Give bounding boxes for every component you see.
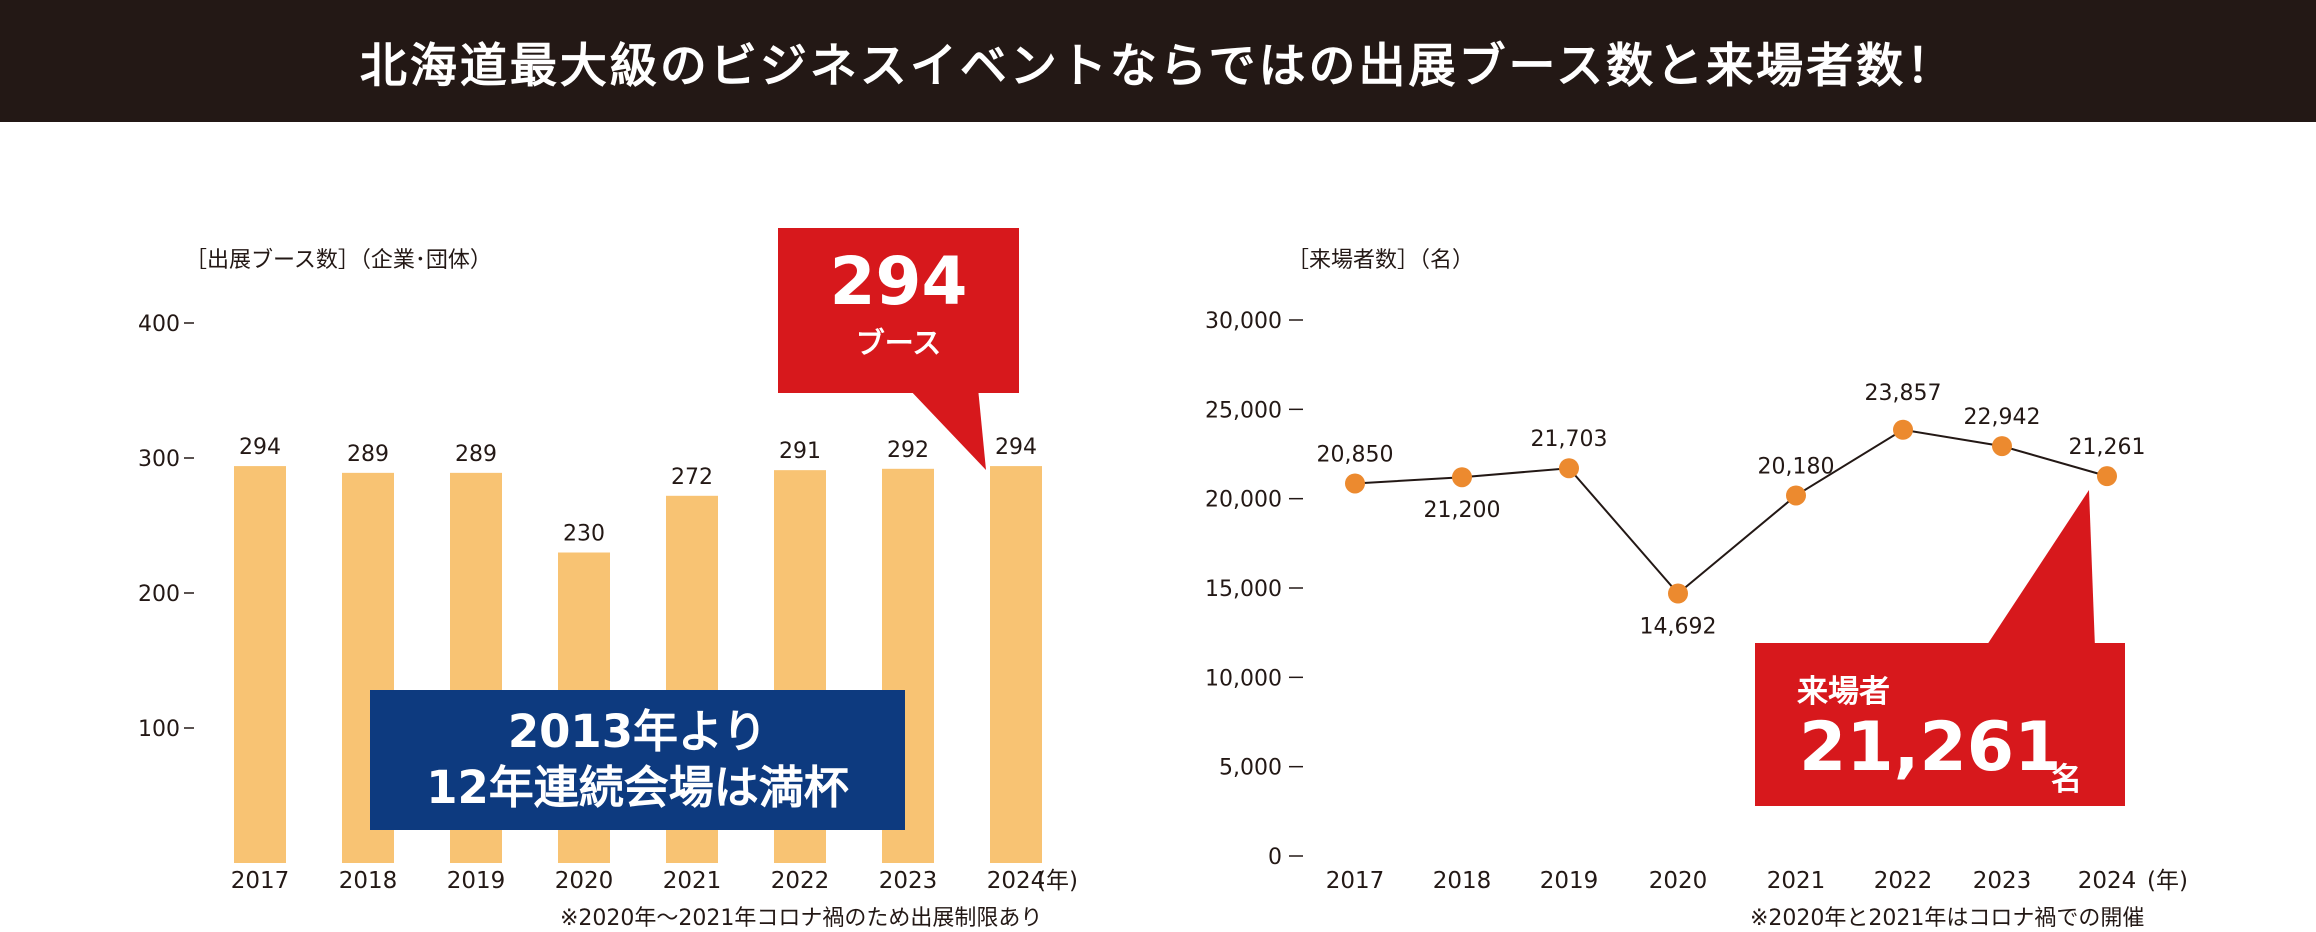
line-x-tick-label: 2024 (2078, 868, 2137, 894)
line-data-point (1345, 473, 1365, 494)
bar-value-label: 292 (887, 438, 929, 463)
line-chart-note: ※2020年と2021年はコロナ禍での開催 (1750, 906, 2145, 931)
line-series-path (1354, 428, 2108, 595)
visitor-callout-label: 来場者 (1797, 674, 1890, 710)
line-chart-ylabel: ［来場者数］（名） (1287, 248, 1474, 273)
line-chart-series: 20,850 21,200 21,703 14,692 20,180 23,857 22,9… (1317, 381, 2146, 640)
line-value-label: 20,180 (1758, 454, 1835, 479)
line-x-tick-label: 2019 (1540, 868, 1599, 894)
bar-x-tick-label: 2022 (771, 868, 830, 894)
line-x-tick-label: 2022 (1874, 868, 1933, 894)
line-ytick-label: 20,000 (1205, 488, 1282, 513)
bar (234, 466, 286, 863)
line-chart-y-axis: 0 5,000 10,000 15,000 20,000 25,000 30,000 (1205, 309, 1303, 870)
visitor-count-line-chart: ［来場者数］（名） 0 5,000 10,000 15,000 20,000 25,000… (1205, 248, 2188, 894)
visitor-callout-shape (1755, 490, 2125, 806)
bar-value-label: 289 (347, 442, 389, 467)
line-ytick-label: 5,000 (1219, 756, 1282, 781)
bar-ytick-label: 100 (138, 717, 180, 742)
bar-x-tick-label: 2021 (663, 868, 722, 894)
line-value-label: 21,200 (1424, 498, 1501, 523)
line-value-label: 21,703 (1531, 427, 1608, 452)
line-value-label: 14,692 (1640, 615, 1717, 640)
line-data-point (1893, 419, 1913, 440)
line-data-point (1786, 485, 1806, 506)
booth-callout-value: 294 (829, 243, 968, 320)
visitor-callout-value: 21,261 (1799, 708, 2062, 787)
bar-value-label: 272 (671, 465, 713, 490)
page-title: 北海道最大級のビジネスイベントならではの出展ブース数と来場者数！ (359, 38, 1957, 94)
line-value-label: 22,942 (1964, 405, 2041, 430)
bar-value-label: 289 (455, 442, 497, 467)
bar-chart-y-axis: 100 200 300 400 (138, 312, 194, 742)
line-ytick-label: 15,000 (1205, 577, 1282, 602)
bar-value-label: 294 (239, 435, 281, 460)
bar-chart-x-axis: 2017 2018 2019 2020 2021 2022 2023 2024 (231, 868, 1046, 894)
booth-callout-shape (778, 228, 1019, 470)
line-value-label: 21,261 (2069, 435, 2146, 460)
bar-value-label: 294 (995, 435, 1037, 460)
line-data-point (1992, 436, 2012, 457)
line-ytick-label: 25,000 (1205, 398, 1282, 423)
line-ytick-label: 0 (1268, 845, 1282, 870)
full-venue-banner: 2013年より 12年連続会場は満杯 (370, 690, 905, 830)
line-x-tick-label: 2021 (1767, 868, 1826, 894)
bar-ytick-label: 300 (138, 447, 180, 472)
line-x-tick-label: 2023 (1973, 868, 2032, 894)
line-value-label: 23,857 (1865, 381, 1942, 406)
bar-x-tick-label: 2017 (231, 868, 290, 894)
bar-x-tick-label: 2019 (447, 868, 506, 894)
bar-ytick-label: 400 (138, 312, 180, 337)
header-banner: 北海道最大級のビジネスイベントならではの出展ブース数と来場者数！ (0, 0, 2316, 122)
line-ytick-label: 10,000 (1205, 666, 1282, 691)
line-x-tick-label: 2018 (1433, 868, 1492, 894)
bar-ytick-label: 200 (138, 582, 180, 607)
bar-x-tick-label: 2024 (987, 868, 1046, 894)
line-data-point (1452, 467, 1472, 488)
bar-chart-note: ※2020年〜2021年コロナ禍のため出展制限あり (560, 906, 1043, 931)
bar-value-label: 230 (563, 522, 605, 547)
full-venue-line-2: 12年連続会場は満杯 (426, 761, 849, 814)
bar-x-tick-label: 2020 (555, 868, 614, 894)
line-data-point (2097, 466, 2117, 487)
line-chart-x-unit: (年) (2147, 868, 2188, 894)
bar-x-tick-label: 2023 (879, 868, 938, 894)
booth-callout-unit: ブース (855, 326, 942, 360)
line-ytick-label: 30,000 (1205, 309, 1282, 334)
line-x-tick-label: 2020 (1649, 868, 1708, 894)
full-venue-line-1: 2013年より (507, 705, 768, 758)
bar-chart-ylabel: ［出展ブース数］（企業･団体） (185, 248, 492, 273)
line-value-label: 20,850 (1317, 442, 1394, 467)
line-x-tick-label: 2017 (1326, 868, 1385, 894)
visitor-callout-unit: 名 (2051, 762, 2082, 798)
line-data-point (1668, 583, 1688, 604)
bar-value-label: 291 (779, 439, 821, 464)
line-chart-x-axis: 2017 2018 2019 2020 2021 2022 2023 2024 (1326, 868, 2137, 894)
bar-chart-x-unit: (年) (1037, 868, 1078, 894)
line-data-point (1559, 458, 1579, 479)
bar-x-tick-label: 2018 (339, 868, 398, 894)
bar (990, 466, 1042, 863)
